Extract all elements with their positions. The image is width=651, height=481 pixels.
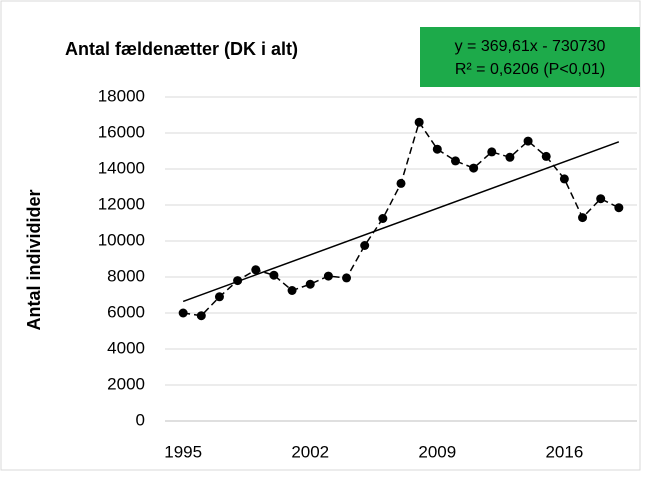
y-tick-label: 2000 [107, 374, 145, 393]
y-tick-label: 4000 [107, 338, 145, 357]
data-point [578, 213, 588, 223]
x-tick-label: 2009 [418, 442, 456, 461]
data-point [305, 279, 315, 289]
y-axis-title: Antal individider [24, 189, 44, 330]
data-point [396, 178, 406, 188]
trendline [182, 141, 620, 303]
data-point [596, 194, 606, 204]
data-point [360, 241, 370, 250]
data-point [414, 117, 424, 127]
data-point [614, 203, 624, 213]
x-tick-label: 1995 [164, 442, 202, 461]
x-tick-label: 2016 [545, 442, 583, 461]
data-point [523, 136, 533, 146]
y-tick-label: 6000 [107, 302, 145, 321]
data-point [214, 292, 224, 302]
data-point [505, 152, 515, 162]
data-point [378, 214, 388, 223]
data-point [323, 271, 333, 281]
equation-box [420, 27, 640, 87]
data-point [450, 156, 460, 166]
y-tick-label: 18000 [98, 86, 145, 105]
data-point [541, 151, 551, 161]
y-tick-label: 14000 [98, 158, 145, 177]
data-point [487, 147, 497, 157]
equation: y = 369,61x - 730730 [455, 38, 606, 55]
chart-title: Antal fældenætter (DK i alt) [65, 39, 298, 59]
data-point [559, 174, 569, 184]
y-tick-label: 10000 [98, 230, 145, 249]
data-point [251, 265, 261, 275]
data-point [342, 273, 352, 283]
data-point [432, 144, 442, 154]
y-tick-label: 12000 [98, 194, 145, 213]
x-tick-label: 2002 [291, 442, 329, 461]
y-tick-label: 8000 [107, 266, 145, 285]
data-point [269, 270, 279, 280]
data-point [196, 311, 206, 321]
data-point [178, 308, 188, 318]
r-squared: R² = 0,6206 (P<0,01) [455, 61, 605, 78]
y-tick-label: 16000 [98, 122, 145, 141]
y-tick-label: 0 [136, 410, 145, 429]
data-point [287, 286, 297, 295]
data-point [469, 163, 479, 173]
